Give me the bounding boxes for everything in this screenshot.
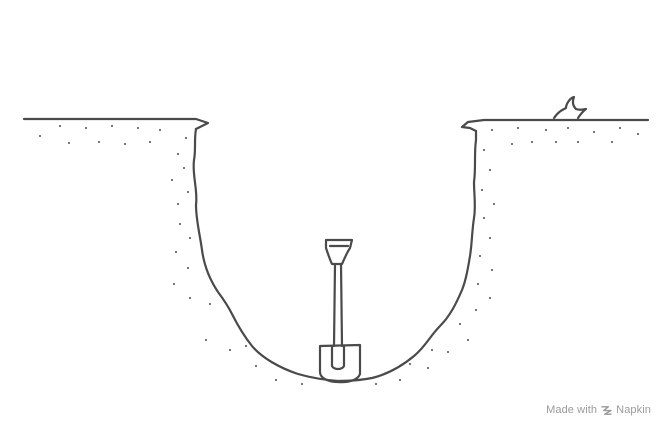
- ground-surface-right: [460, 118, 650, 133]
- grass-tuft-icon: [552, 95, 588, 120]
- ground-surface-left: [22, 117, 210, 131]
- made-with-napkin-watermark[interactable]: Made with Napkin: [546, 404, 651, 416]
- hole-outline: [192, 127, 478, 383]
- shovel-icon: [318, 238, 362, 384]
- napkin-brand-label: Napkin: [616, 404, 651, 416]
- soil-dots: [38, 124, 640, 386]
- napkin-logo-icon: [601, 405, 612, 415]
- made-with-label: Made with: [546, 404, 598, 416]
